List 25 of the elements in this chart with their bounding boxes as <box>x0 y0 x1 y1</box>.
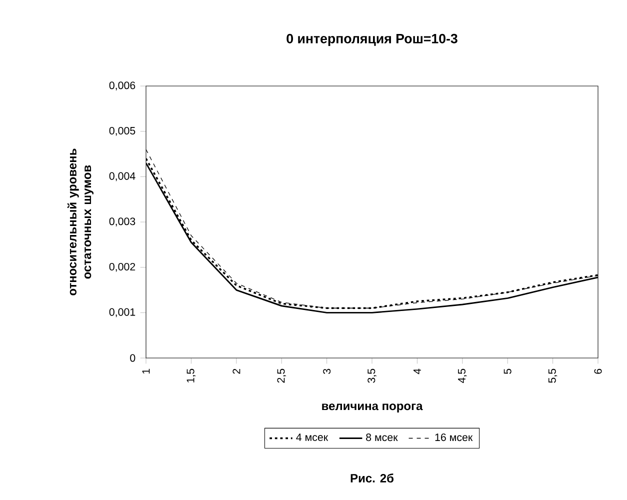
legend-label: 16 мсек <box>435 434 473 442</box>
y-tick-label: 0,001 <box>109 308 136 318</box>
chart-title: 0 интерполяция Рош=10-3 <box>286 34 458 46</box>
x-tick-label: 1,5 <box>186 368 196 382</box>
y-tick-label: 0,005 <box>109 126 136 136</box>
x-axis-title: величина порога <box>322 404 423 413</box>
x-tick-label: 2 <box>232 368 240 374</box>
x-tick-label: 3,5 <box>368 368 376 383</box>
y-tick-label: 0,002 <box>109 262 136 272</box>
x-tick-label: 3 <box>323 368 331 374</box>
y-tick-label: 0,006 <box>109 82 136 90</box>
text: Рис. 2б <box>350 474 394 482</box>
y-tick-label: 0 <box>130 354 136 362</box>
legend-label: 8 мсек <box>366 434 398 442</box>
y-tick-label: 0,003 <box>109 218 136 226</box>
legend-label: 4 мсек <box>296 434 328 442</box>
x-tick-label: 5,5 <box>548 368 558 383</box>
x-tick-label: 6 <box>594 368 602 374</box>
x-tick-label: 4 <box>414 368 421 374</box>
y-tick-label: 0,004 <box>109 172 136 182</box>
x-tick-label: 4,5 <box>458 368 467 383</box>
x-tick-label: 1 <box>142 368 150 374</box>
x-tick-label: 5 <box>504 368 512 374</box>
y-axis-title: относительный уровень остаточных шумов <box>67 148 94 296</box>
x-tick-label: 2,5 <box>277 368 286 383</box>
